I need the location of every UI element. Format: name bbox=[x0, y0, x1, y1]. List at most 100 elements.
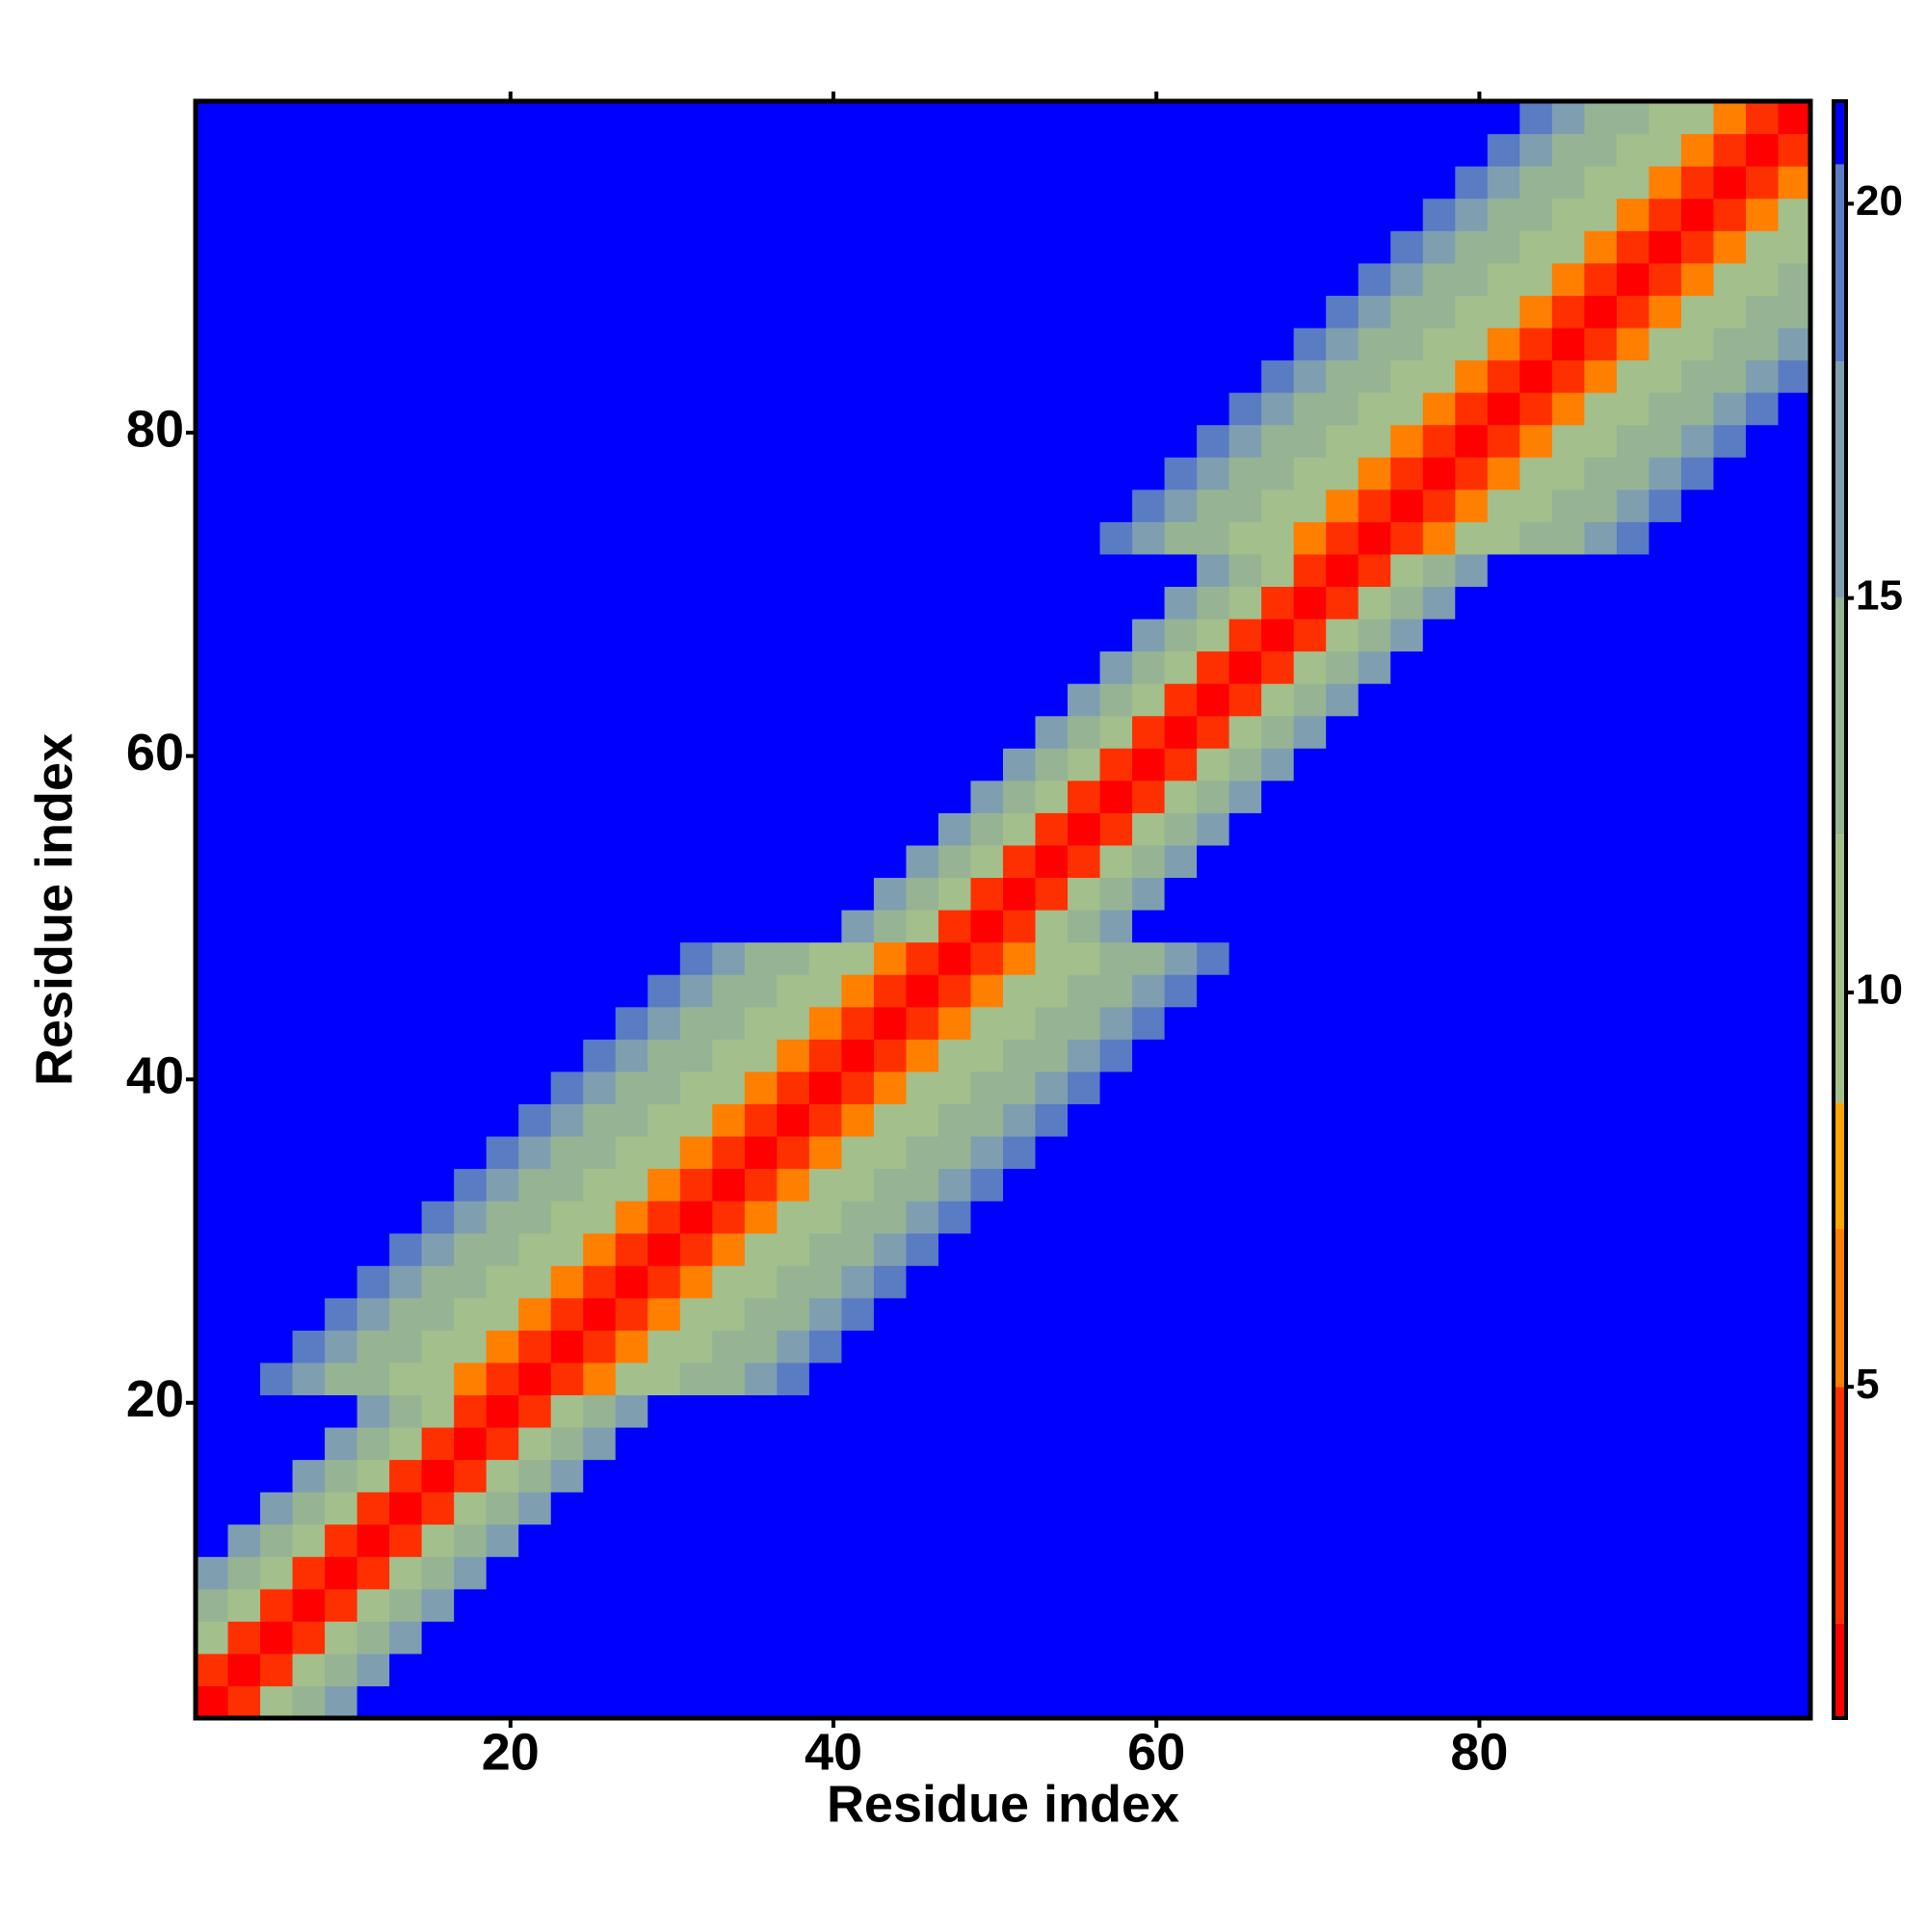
heatmap-cell bbox=[712, 974, 746, 1008]
heatmap-cell bbox=[712, 392, 746, 426]
heatmap-cell bbox=[647, 844, 681, 879]
heatmap-cell bbox=[777, 1232, 810, 1266]
heatmap-cell bbox=[1519, 521, 1553, 555]
heatmap-cell bbox=[615, 166, 648, 199]
heatmap-cell bbox=[1745, 1621, 1780, 1654]
heatmap-cell bbox=[1519, 1201, 1553, 1234]
heatmap-cell bbox=[873, 1492, 908, 1525]
heatmap-cell bbox=[1326, 198, 1359, 231]
heatmap-cell bbox=[1455, 1006, 1489, 1040]
heatmap-cell bbox=[292, 1168, 326, 1202]
heatmap-cell bbox=[1551, 101, 1585, 135]
heatmap-cell bbox=[873, 618, 908, 652]
heatmap-cell bbox=[1519, 1523, 1553, 1557]
heatmap-cell bbox=[1035, 424, 1069, 458]
heatmap-cell bbox=[583, 683, 617, 717]
heatmap-cell bbox=[1584, 844, 1618, 879]
heatmap-cell bbox=[583, 780, 617, 813]
heatmap-cell bbox=[1132, 1201, 1166, 1234]
heatmap-cell bbox=[1584, 650, 1618, 684]
heatmap-cell bbox=[712, 780, 746, 813]
heatmap-cell bbox=[906, 198, 939, 231]
heatmap-cell bbox=[1035, 198, 1069, 231]
heatmap-cell bbox=[356, 133, 390, 167]
heatmap-cell bbox=[647, 877, 681, 911]
heatmap-cell bbox=[1035, 359, 1069, 393]
heatmap-cell bbox=[1616, 1394, 1650, 1428]
heatmap-cell bbox=[1390, 844, 1424, 879]
heatmap-cell bbox=[1099, 910, 1133, 943]
heatmap-cell bbox=[550, 1653, 584, 1687]
heatmap-cell bbox=[906, 166, 939, 199]
heatmap-cell bbox=[1228, 683, 1262, 717]
heatmap-cell bbox=[970, 941, 1004, 975]
heatmap-cell bbox=[227, 780, 261, 813]
heatmap-cell bbox=[1422, 230, 1456, 264]
heatmap-cell bbox=[1616, 941, 1650, 975]
heatmap-cell bbox=[421, 1523, 455, 1557]
heatmap-cell bbox=[937, 780, 972, 813]
heatmap-cell bbox=[1616, 1653, 1650, 1687]
heatmap-cell bbox=[486, 974, 519, 1008]
heatmap-cell bbox=[647, 327, 681, 361]
heatmap-cell bbox=[712, 457, 746, 490]
heatmap-cell bbox=[1390, 1653, 1424, 1687]
heatmap-cell bbox=[1487, 1232, 1520, 1266]
heatmap-cell bbox=[937, 941, 972, 975]
heatmap-cell bbox=[260, 133, 294, 167]
heatmap-cell bbox=[1584, 586, 1618, 620]
heatmap-cell bbox=[389, 748, 423, 781]
heatmap-cell bbox=[937, 295, 972, 329]
heatmap-cell bbox=[1293, 262, 1327, 296]
heatmap-cell bbox=[937, 650, 972, 684]
heatmap-cell bbox=[777, 618, 810, 652]
heatmap-cell bbox=[583, 877, 617, 911]
heatmap-cell bbox=[873, 974, 908, 1008]
heatmap-cell bbox=[1099, 1232, 1133, 1266]
heatmap-cell bbox=[1228, 1685, 1262, 1719]
heatmap-cell bbox=[712, 553, 746, 587]
heatmap-cell bbox=[647, 1006, 681, 1040]
heatmap-cell bbox=[486, 1297, 519, 1331]
heatmap-cell bbox=[454, 586, 488, 620]
heatmap-cell bbox=[647, 1492, 681, 1525]
heatmap-cell bbox=[292, 457, 326, 490]
heatmap-cell bbox=[1003, 1006, 1037, 1040]
heatmap-cell bbox=[1584, 489, 1618, 522]
heatmap-cell bbox=[1551, 844, 1585, 879]
heatmap-cell bbox=[1680, 844, 1715, 879]
heatmap-cell bbox=[1293, 553, 1327, 587]
heatmap-cell bbox=[1551, 198, 1585, 231]
heatmap-cell bbox=[1745, 844, 1780, 879]
heatmap-cell bbox=[1551, 1006, 1585, 1040]
heatmap-cell bbox=[486, 780, 519, 813]
heatmap-cell bbox=[777, 1653, 810, 1687]
heatmap-cell bbox=[1035, 1459, 1069, 1493]
heatmap-cell bbox=[1326, 457, 1359, 490]
heatmap-cell bbox=[808, 1071, 842, 1104]
heatmap-cell bbox=[389, 166, 423, 199]
heatmap-cell bbox=[1616, 715, 1650, 749]
heatmap-cell bbox=[679, 1394, 713, 1428]
heatmap-cell bbox=[1616, 844, 1650, 879]
heatmap-cell bbox=[1068, 166, 1101, 199]
heatmap-cell bbox=[518, 1459, 552, 1493]
heatmap-cell bbox=[1680, 198, 1715, 231]
heatmap-cell bbox=[1616, 1297, 1650, 1331]
heatmap-cell bbox=[1132, 1071, 1166, 1104]
heatmap-cell bbox=[970, 1621, 1004, 1654]
heatmap-cell bbox=[1455, 1297, 1489, 1331]
heatmap-cell bbox=[1068, 295, 1101, 329]
heatmap-cell bbox=[679, 101, 713, 135]
heatmap-cell bbox=[518, 586, 552, 620]
heatmap-cell bbox=[227, 230, 261, 264]
heatmap-cell bbox=[1003, 618, 1037, 652]
heatmap-cell bbox=[679, 489, 713, 522]
heatmap-cell bbox=[486, 392, 519, 426]
heatmap-cell bbox=[1068, 1653, 1101, 1687]
heatmap-cell bbox=[583, 844, 617, 879]
heatmap-cell bbox=[1197, 1297, 1230, 1331]
heatmap-cell bbox=[421, 941, 455, 975]
heatmap-cell bbox=[1358, 1459, 1391, 1493]
heatmap-cell bbox=[744, 1201, 778, 1234]
